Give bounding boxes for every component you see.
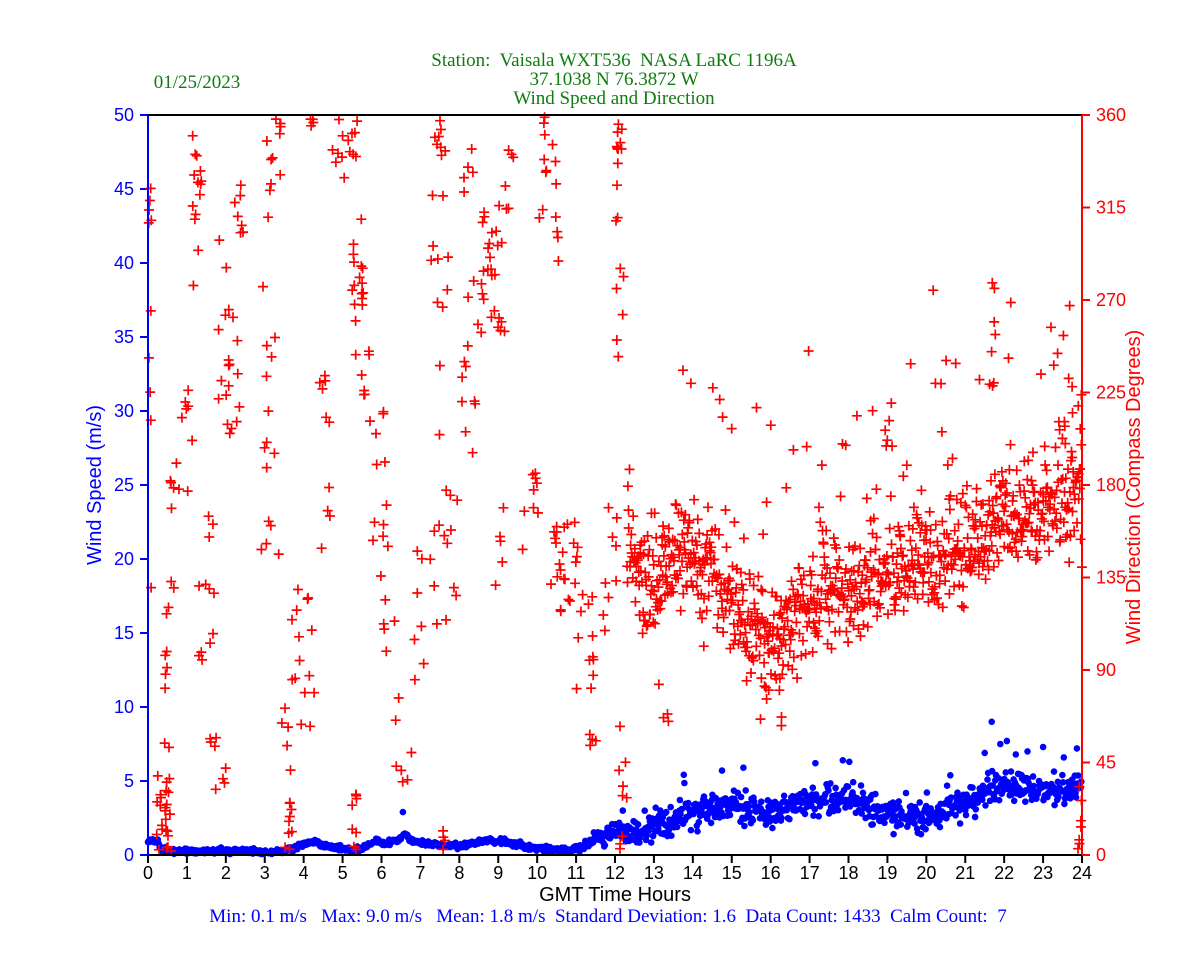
x-tick-label: 13 <box>644 863 664 883</box>
right-y-tick-label: 180 <box>1096 475 1126 495</box>
wind-direction-series <box>143 112 1087 856</box>
right-y-tick-label: 90 <box>1096 660 1116 680</box>
left-y-tick-label: 0 <box>124 845 134 865</box>
wind-speed-points <box>144 718 1085 858</box>
x-tick-label: 24 <box>1072 863 1092 883</box>
x-tick-label: 23 <box>1033 863 1053 883</box>
x-tick-label: 3 <box>260 863 270 883</box>
x-tick-label: 2 <box>221 863 231 883</box>
left-y-tick-label: 50 <box>114 105 134 125</box>
right-y-tick-label: 0 <box>1096 845 1106 865</box>
x-tick-label: 7 <box>415 863 425 883</box>
x-tick-label: 21 <box>955 863 975 883</box>
x-tick-label: 0 <box>143 863 153 883</box>
wind-direction-points <box>143 112 1087 856</box>
right-y-tick-label: 135 <box>1096 568 1126 588</box>
left-y-axis-title: Wind Speed (m/s) <box>84 405 106 565</box>
plot-date: 01/25/2023 <box>154 72 241 93</box>
left-y-tick-label: 25 <box>114 475 134 495</box>
x-tick-label: 12 <box>605 863 625 883</box>
x-tick-label: 10 <box>527 863 547 883</box>
left-y-tick-label: 10 <box>114 697 134 717</box>
x-tick-label: 16 <box>761 863 781 883</box>
x-tick-label: 15 <box>722 863 742 883</box>
stats-line: Min: 0.1 m/s Max: 9.0 m/s Mean: 1.8 m/s … <box>209 906 1006 927</box>
title-line-plot-name: Wind Speed and Direction <box>513 88 715 109</box>
left-y-tick-label: 20 <box>114 549 134 569</box>
x-tick-label: 11 <box>567 863 586 883</box>
axis-ticks-and-labels: 0 1 2 3 4 5 6 7 8 9 10 11 12 13 14 15 16 17 18 19 20 21 22 23 24… <box>114 105 1126 883</box>
right-y-tick-label: 225 <box>1096 383 1126 403</box>
x-tick-label: 20 <box>916 863 936 883</box>
left-y-tick-label: 30 <box>114 401 134 421</box>
x-tick-label: 8 <box>454 863 464 883</box>
x-tick-label: 14 <box>683 863 703 883</box>
x-tick-label: 19 <box>877 863 897 883</box>
x-tick-label: 17 <box>800 863 820 883</box>
title-line-station: Station: Vaisala WXT536 NASA LaRC 1196A <box>431 50 797 71</box>
right-y-axis-title: Wind Direction (Compass Degrees) <box>1123 330 1145 645</box>
x-tick-label: 5 <box>338 863 348 883</box>
left-y-tick-label: 15 <box>114 623 134 643</box>
right-y-tick-label: 45 <box>1096 753 1116 773</box>
plot-frame <box>147 114 1083 856</box>
right-y-tick-label: 360 <box>1096 105 1126 125</box>
title-line-coordinates: 37.1038 N 76.3872 W <box>529 69 698 90</box>
left-y-tick-label: 45 <box>114 179 134 199</box>
x-axis-title: GMT Time Hours <box>539 884 691 906</box>
left-y-tick-label: 35 <box>114 327 134 347</box>
x-tick-label: 1 <box>182 863 192 883</box>
right-y-tick-label: 315 <box>1096 198 1126 218</box>
x-tick-label: 18 <box>838 863 858 883</box>
x-tick-label: 22 <box>994 863 1014 883</box>
x-tick-label: 4 <box>299 863 309 883</box>
left-y-tick-label: 40 <box>114 253 134 273</box>
x-tick-label: 9 <box>493 863 503 883</box>
right-y-tick-label: 270 <box>1096 290 1126 310</box>
left-y-tick-label: 5 <box>124 771 134 791</box>
x-tick-label: 6 <box>376 863 386 883</box>
wind-speed-series <box>144 718 1085 858</box>
